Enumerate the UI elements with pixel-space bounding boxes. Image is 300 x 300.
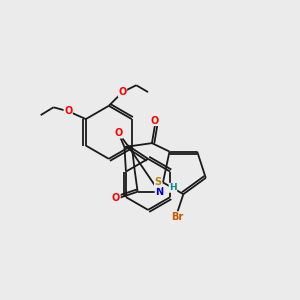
Text: N: N <box>155 187 163 197</box>
Text: O: O <box>118 87 127 97</box>
Text: O: O <box>112 193 120 202</box>
Text: O: O <box>114 128 123 138</box>
Text: O: O <box>151 116 159 126</box>
Text: Br: Br <box>171 212 184 222</box>
Text: H: H <box>169 183 177 192</box>
Text: O: O <box>64 106 72 116</box>
Text: S: S <box>154 177 162 188</box>
